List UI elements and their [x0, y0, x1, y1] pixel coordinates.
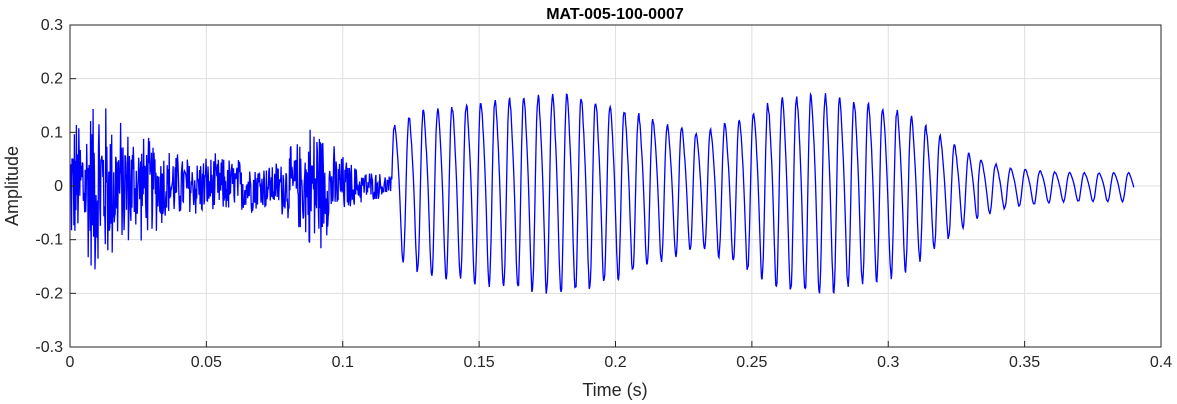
x-tick-label: 0.15 — [464, 354, 495, 371]
y-tick-label: -0.2 — [35, 285, 63, 302]
x-tick-label: 0.2 — [604, 354, 626, 371]
y-tick-label: 0.2 — [41, 71, 63, 88]
y-tick-label: 0.3 — [41, 17, 63, 34]
x-axis-label: Time (s) — [582, 380, 647, 400]
x-tick-label: 0.35 — [1009, 354, 1040, 371]
x-axis: 0 0.05 0.1 0.15 0.2 0.25 0.3 0.35 0.4 — [66, 341, 1172, 371]
x-tick-label: 0.25 — [736, 354, 767, 371]
y-tick-label: 0.1 — [41, 124, 63, 141]
plot-area — [70, 91, 1135, 295]
y-axis: 0.3 0.2 0.1 0 -0.1 -0.2 -0.3 — [35, 17, 76, 356]
y-axis-label: Amplitude — [2, 146, 22, 226]
y-tick-label: 0 — [54, 178, 63, 195]
x-tick-label: 0.1 — [332, 354, 354, 371]
series-line — [70, 91, 1135, 295]
x-tick-label: 0.4 — [1150, 354, 1172, 371]
chart-title: MAT-005-100-0007 — [546, 6, 684, 23]
y-tick-label: -0.3 — [35, 339, 63, 356]
x-tick-label: 0 — [66, 354, 75, 371]
y-tick-label: -0.1 — [35, 232, 63, 249]
x-tick-label: 0.05 — [191, 354, 222, 371]
x-tick-label: 0.3 — [877, 354, 899, 371]
